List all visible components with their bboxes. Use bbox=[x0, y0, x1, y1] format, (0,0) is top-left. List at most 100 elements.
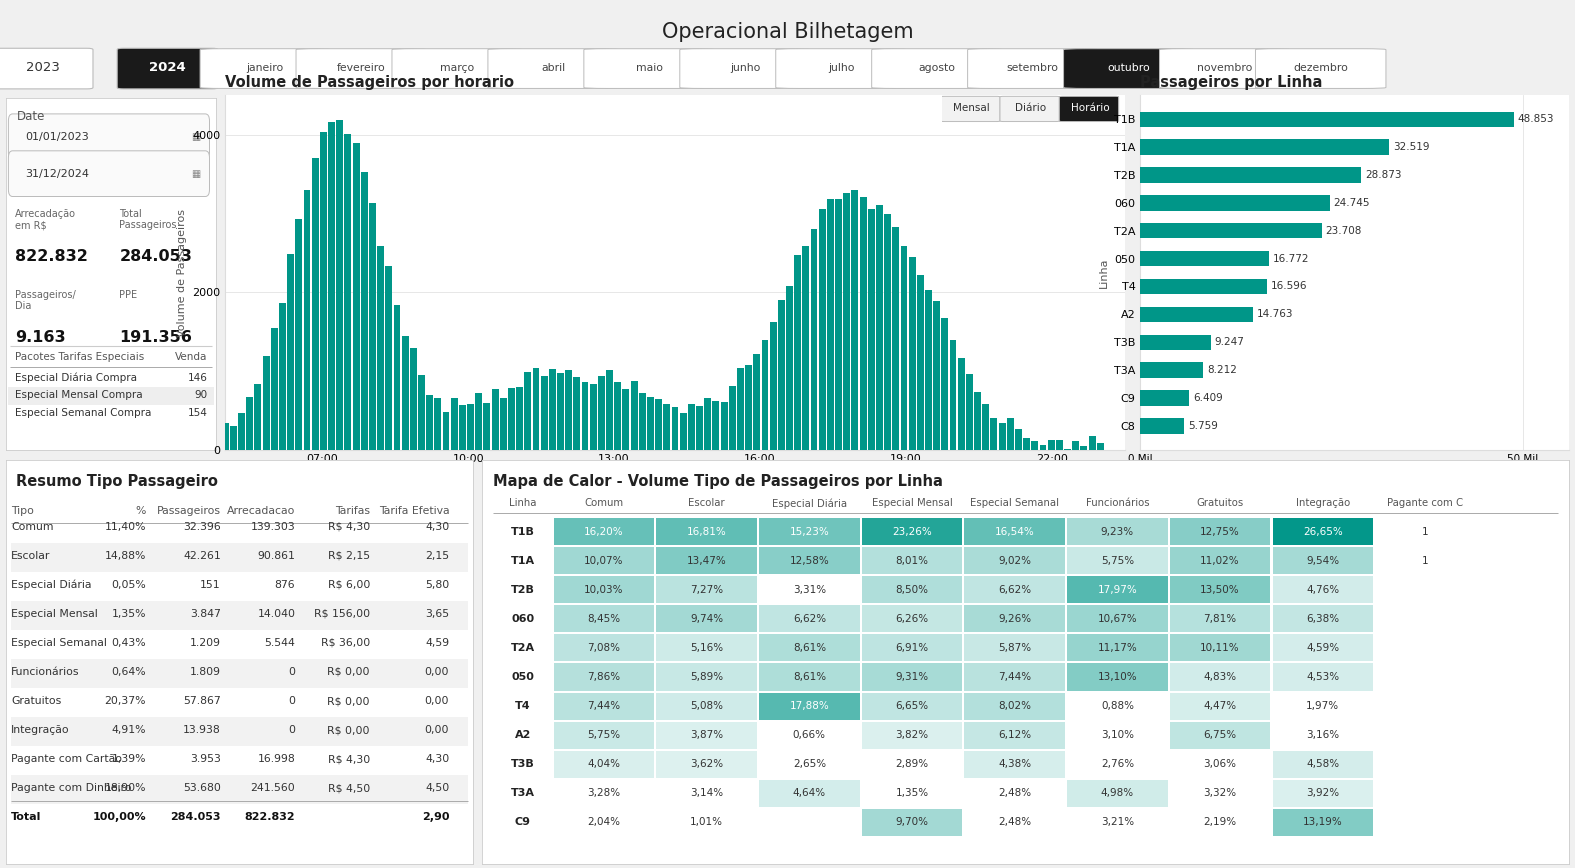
Bar bbox=[1273, 547, 1373, 575]
Text: 9,54%: 9,54% bbox=[1306, 556, 1339, 566]
Bar bbox=[630, 381, 638, 450]
Text: 7,44%: 7,44% bbox=[999, 672, 1032, 682]
Text: 6,38%: 6,38% bbox=[1306, 614, 1339, 624]
Bar bbox=[1040, 444, 1046, 450]
Bar bbox=[304, 190, 310, 450]
Text: Escolar: Escolar bbox=[11, 550, 50, 561]
Bar bbox=[657, 663, 758, 691]
Text: junho: junho bbox=[729, 62, 761, 73]
Text: setembro: setembro bbox=[1006, 62, 1058, 73]
Text: 4,50: 4,50 bbox=[425, 783, 449, 793]
Text: 8,02%: 8,02% bbox=[999, 701, 1032, 711]
Text: janeiro: janeiro bbox=[247, 62, 284, 73]
Bar bbox=[1068, 779, 1167, 806]
Text: 0,00: 0,00 bbox=[425, 696, 449, 706]
Bar bbox=[554, 576, 654, 603]
Text: 10,07%: 10,07% bbox=[584, 556, 624, 566]
Bar bbox=[246, 398, 254, 450]
Text: T3A: T3A bbox=[510, 788, 534, 799]
Bar bbox=[862, 721, 962, 748]
Bar bbox=[964, 547, 1065, 575]
X-axis label: horario: horario bbox=[654, 470, 696, 483]
Bar bbox=[238, 413, 246, 450]
Bar bbox=[657, 635, 758, 661]
Text: 48.853: 48.853 bbox=[1518, 115, 1555, 124]
Bar bbox=[876, 205, 884, 450]
Bar bbox=[550, 369, 556, 450]
Bar bbox=[964, 751, 1065, 778]
Text: 8,50%: 8,50% bbox=[896, 585, 929, 595]
FancyBboxPatch shape bbox=[1159, 49, 1290, 89]
Text: 1,01%: 1,01% bbox=[690, 818, 723, 827]
Text: Integração: Integração bbox=[1296, 498, 1350, 509]
Text: Gratuitos: Gratuitos bbox=[11, 696, 61, 706]
Text: 3,14%: 3,14% bbox=[690, 788, 723, 799]
Y-axis label: Volume de Passageiros: Volume de Passageiros bbox=[176, 208, 187, 337]
Text: Especial Diária: Especial Diária bbox=[11, 580, 91, 590]
Text: R$ 156,00: R$ 156,00 bbox=[313, 608, 370, 619]
Text: 1.809: 1.809 bbox=[189, 667, 221, 677]
Text: 20,37%: 20,37% bbox=[104, 696, 146, 706]
Text: 42.261: 42.261 bbox=[183, 550, 221, 561]
Bar bbox=[862, 663, 962, 691]
Text: Especial Mensal: Especial Mensal bbox=[871, 498, 953, 509]
Bar bbox=[427, 395, 433, 450]
Text: 6,62%: 6,62% bbox=[792, 614, 825, 624]
Bar bbox=[759, 663, 860, 691]
Bar bbox=[1140, 363, 1203, 378]
Text: 4,04%: 4,04% bbox=[587, 760, 621, 769]
Text: 11,17%: 11,17% bbox=[1098, 643, 1137, 653]
FancyBboxPatch shape bbox=[392, 49, 523, 89]
Text: Venda: Venda bbox=[175, 352, 208, 362]
FancyBboxPatch shape bbox=[680, 49, 810, 89]
Text: 2,19%: 2,19% bbox=[1203, 818, 1236, 827]
Text: 26,65%: 26,65% bbox=[1303, 527, 1343, 537]
Bar bbox=[279, 303, 287, 450]
Bar bbox=[759, 635, 860, 661]
Bar bbox=[868, 209, 874, 450]
Text: 8,45%: 8,45% bbox=[587, 614, 621, 624]
Bar bbox=[835, 200, 843, 450]
Text: 139.303: 139.303 bbox=[250, 522, 296, 531]
Bar bbox=[1068, 518, 1167, 545]
Text: 3,16%: 3,16% bbox=[1306, 730, 1339, 740]
Text: 9,23%: 9,23% bbox=[1101, 527, 1134, 537]
Bar bbox=[794, 255, 802, 450]
Text: T1A: T1A bbox=[510, 556, 536, 566]
Text: 10,67%: 10,67% bbox=[1098, 614, 1137, 624]
Bar bbox=[671, 406, 679, 450]
Text: 284.053: 284.053 bbox=[170, 812, 220, 822]
Text: 8,61%: 8,61% bbox=[792, 643, 825, 653]
Text: 4,59: 4,59 bbox=[425, 638, 449, 648]
Bar bbox=[964, 693, 1065, 720]
Text: 12,75%: 12,75% bbox=[1200, 527, 1240, 537]
Bar bbox=[11, 717, 468, 746]
Text: Diário: Diário bbox=[1016, 103, 1046, 114]
Text: Tarifas: Tarifas bbox=[335, 506, 370, 516]
Text: Operacional Bilhetagem: Operacional Bilhetagem bbox=[662, 22, 914, 42]
Bar bbox=[647, 397, 654, 450]
Text: 10,03%: 10,03% bbox=[584, 585, 624, 595]
Text: 4,38%: 4,38% bbox=[999, 760, 1032, 769]
Bar bbox=[1170, 518, 1271, 545]
X-axis label: Passageiros: Passageiros bbox=[1321, 470, 1388, 480]
Text: Date: Date bbox=[17, 110, 46, 123]
Text: 4,30: 4,30 bbox=[425, 522, 449, 531]
Bar bbox=[386, 266, 392, 450]
Text: 2,90: 2,90 bbox=[422, 812, 449, 822]
Bar bbox=[1273, 518, 1373, 545]
Bar bbox=[950, 340, 956, 450]
FancyBboxPatch shape bbox=[1063, 49, 1194, 89]
Bar bbox=[435, 398, 441, 450]
Text: 16.998: 16.998 bbox=[258, 754, 296, 764]
Bar bbox=[999, 423, 1005, 450]
FancyBboxPatch shape bbox=[1060, 96, 1118, 122]
Text: 13,50%: 13,50% bbox=[1200, 585, 1240, 595]
Bar bbox=[394, 306, 400, 450]
FancyBboxPatch shape bbox=[296, 49, 427, 89]
Bar bbox=[657, 518, 758, 545]
Text: 9,31%: 9,31% bbox=[896, 672, 929, 682]
Bar bbox=[884, 214, 891, 450]
Bar bbox=[337, 120, 343, 450]
Text: 16,54%: 16,54% bbox=[995, 527, 1035, 537]
